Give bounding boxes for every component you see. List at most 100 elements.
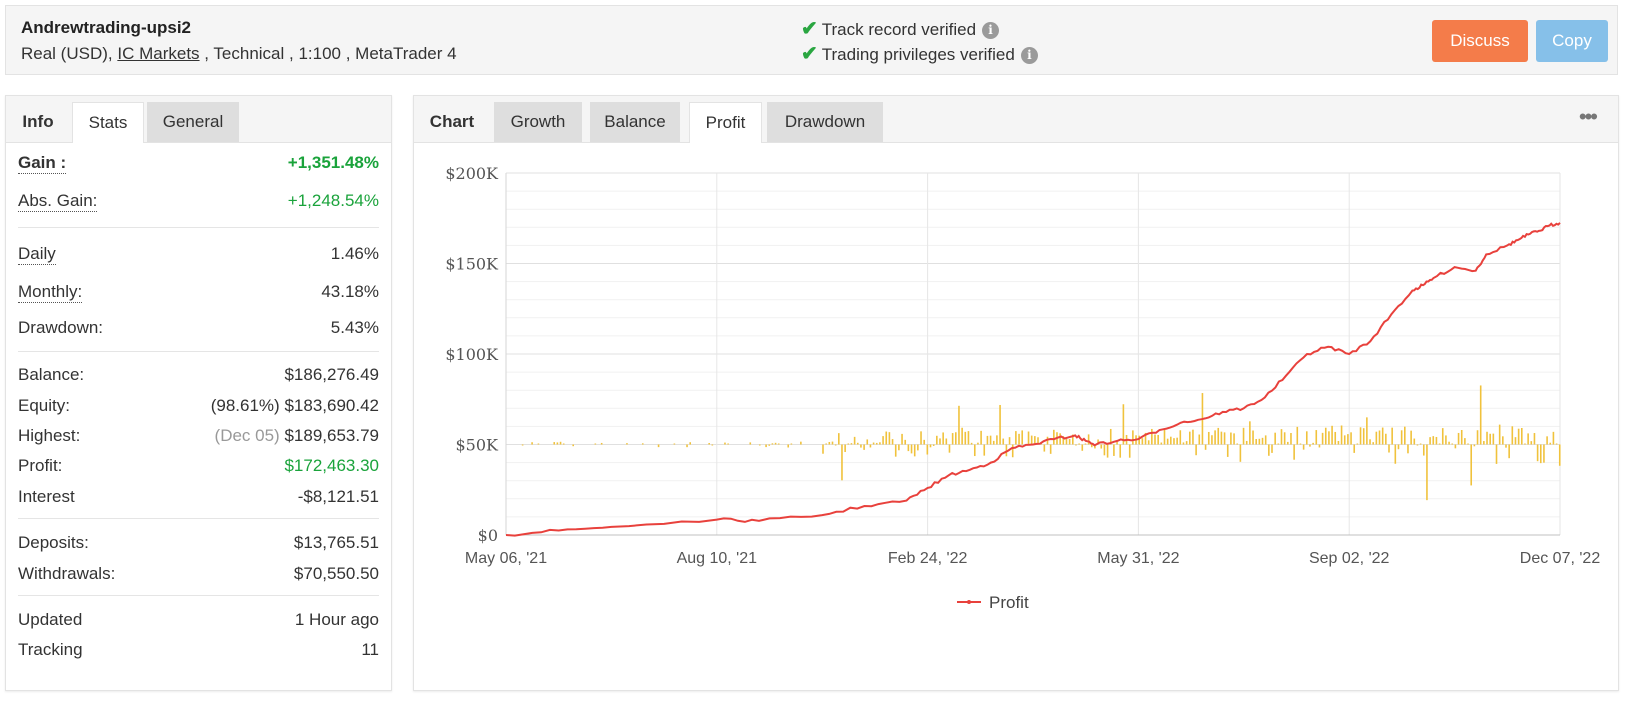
tab-drawdown[interactable]: Drawdown (767, 102, 883, 142)
profit-bar (879, 442, 881, 445)
profit-bar (1517, 428, 1520, 445)
stat-label[interactable]: Monthly: (18, 282, 83, 303)
stat-label: Drawdown: (18, 318, 104, 337)
stat-value: +1,248.54% (287, 191, 379, 210)
profit-bar (1021, 430, 1024, 445)
profit-bar (1334, 431, 1337, 445)
profit-bar (904, 439, 907, 445)
profit-bar (1059, 433, 1061, 445)
profit-bar (894, 444, 897, 457)
profit-bar (939, 438, 941, 445)
tab-general[interactable]: General (147, 102, 239, 142)
check-icon: ✔ (801, 18, 818, 40)
profit-bar (1283, 432, 1286, 445)
profit-bar (917, 444, 919, 451)
stat-label: Profit: (18, 456, 63, 475)
profit-bar (1277, 443, 1280, 445)
profit-bar (1539, 444, 1542, 464)
profit-bar (777, 443, 780, 445)
verify-label-2: Trading privileges verified (821, 45, 1015, 64)
stat-label: Withdrawals: (18, 564, 116, 583)
account-specs: , Technical , 1:100 , MetaTrader 4 (204, 44, 457, 63)
profit-bar (1043, 444, 1046, 452)
divider (18, 518, 379, 519)
profit-bar (1505, 444, 1507, 448)
profit-bar (1271, 444, 1273, 453)
profit-bar (936, 435, 938, 445)
x-tick-label: May 31, '22 (1097, 550, 1179, 567)
profit-bar (1467, 443, 1469, 445)
x-tick-label: Aug 10, '21 (677, 550, 758, 567)
profit-bar (961, 427, 963, 445)
profit-bar (983, 444, 986, 456)
tab-balance[interactable]: Balance (590, 102, 680, 142)
profit-bar (708, 443, 710, 445)
profit-bar (1350, 432, 1352, 445)
copy-button[interactable]: Copy (1536, 20, 1608, 62)
profit-bar (970, 442, 973, 445)
profit-bar (1356, 443, 1359, 445)
profit-bar (1375, 431, 1378, 445)
profit-bar (1018, 433, 1020, 445)
x-tick-label: Feb 24, '22 (888, 550, 968, 567)
profit-bar (1034, 436, 1036, 445)
y-tick-label: $0 (478, 526, 498, 545)
profit-bar (838, 433, 840, 445)
broker-link[interactable]: IC Markets (117, 44, 200, 63)
profit-bar (1274, 432, 1276, 445)
profit-bar (673, 443, 676, 445)
profit-bar (1353, 444, 1356, 453)
profit-bar (689, 442, 691, 445)
profit-bar (749, 442, 752, 445)
profit-bar (1037, 437, 1039, 445)
profit-bar (882, 436, 884, 445)
discuss-button[interactable]: Discuss (1432, 20, 1528, 62)
tab-chart[interactable]: Chart (429, 112, 475, 131)
profit-bar (1511, 426, 1514, 445)
profit-bar (841, 444, 843, 481)
profit-bar (1407, 444, 1409, 454)
profit-bar (1173, 438, 1175, 445)
profit-bar (1103, 444, 1106, 456)
profit-bar (1211, 435, 1213, 445)
tab-profit[interactable]: Profit (689, 102, 762, 143)
tab-stats[interactable]: Stats (72, 102, 144, 143)
profit-bar (537, 443, 540, 445)
profit-bar (948, 444, 951, 453)
divider (18, 595, 379, 596)
profit-bar (1457, 432, 1460, 445)
profit-bar (945, 438, 948, 445)
stat-label[interactable]: Daily (18, 244, 56, 265)
stat-label: Equity: (18, 396, 70, 415)
stat-label[interactable]: Gain : (18, 153, 67, 174)
x-tick-label: Dec 07, '22 (1520, 550, 1601, 567)
profit-bar (1394, 444, 1397, 464)
profit-bar (1065, 438, 1068, 445)
stat-gain: Gain : +1,351.48% (18, 153, 379, 179)
profit-bar (771, 443, 774, 445)
profit-bar (828, 442, 831, 445)
profit-bar (1049, 444, 1052, 454)
profit-bar (1204, 444, 1207, 450)
info-icon[interactable]: i (982, 22, 1000, 39)
stat-highest: Highest: (Dec 05) $189,653.79 (18, 426, 379, 452)
stat-value: 1 Hour ago (294, 610, 379, 629)
profit-bar (711, 444, 714, 446)
profit-bar (1438, 443, 1441, 445)
profit-bar (898, 444, 900, 451)
profit-bar (553, 442, 556, 445)
info-icon[interactable]: i (1020, 47, 1038, 64)
profit-bar (1464, 438, 1466, 445)
profit-bar (1249, 421, 1251, 445)
tab-growth[interactable]: Growth (494, 102, 582, 142)
profit-bar (559, 441, 562, 445)
profit-bar (986, 435, 989, 445)
profit-bar (1305, 431, 1308, 445)
more-options-icon[interactable]: ••• (1578, 104, 1598, 129)
y-tick-label: $100K (445, 345, 499, 364)
tab-info[interactable]: Info (22, 112, 54, 131)
profit-bar (1245, 440, 1248, 445)
stat-label[interactable]: Abs. Gain: (18, 191, 98, 212)
stat-value: -$8,121.51 (297, 487, 379, 506)
profit-bar (1122, 404, 1125, 445)
